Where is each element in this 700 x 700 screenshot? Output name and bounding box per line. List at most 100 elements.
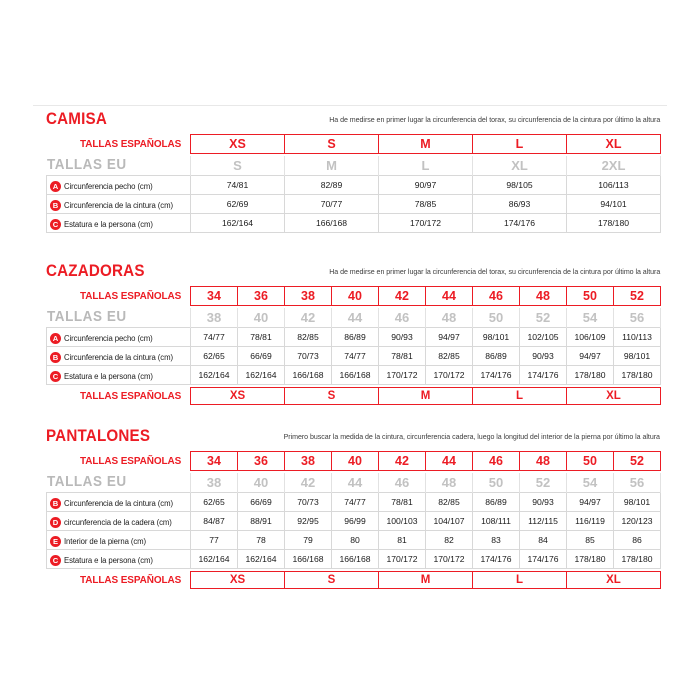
measurement-value-cell: 86/89 [331,327,379,347]
footer-size-cell: XL [566,387,661,405]
es-size-cell: M [378,134,473,154]
es-size-cell: S [284,134,379,154]
eu-size-cell: 54 [566,307,614,328]
measurement-value-cell: 82 [425,530,473,550]
es-size-cell: L [472,134,567,154]
footer-size-cell: XL [566,571,661,589]
measurement-label: B Circunferencia de la cintura (cm) [50,200,176,211]
measurement-value-cell: 162/164 [237,365,285,385]
measurement-value-cell: 84/87 [190,511,238,531]
es-size-cell: 48 [519,451,567,471]
table-row: E Interior de la pierna (cm) 77 78 79 80 81 82 8… [46,530,661,550]
es-size-cell: 34 [190,451,238,471]
measurement-value-cell: 62/69 [190,194,285,214]
measurement-value-cell: 66/69 [237,346,285,366]
measurement-value-cell: 94/101 [566,194,661,214]
table-row: B Circunferencia de la cintura (cm) 62/65 6… [46,346,661,366]
measurement-value-cell: 82/85 [425,492,473,512]
measurement-value-cell: 94/97 [566,492,614,512]
measurement-value-cell: 70/77 [284,194,379,214]
measurement-badge-icon: C [50,371,61,382]
table-row: C Estatura e la persona (cm) 162/164 162/16… [46,549,661,569]
table-title: CAZADORAS [46,262,145,280]
label-tallas-espanolas: TALLAS ESPAÑOLAS [50,286,187,306]
table-row: C Estatura e la persona (cm) 162/164 162/16… [46,365,661,385]
measurement-value-cell: 86/89 [472,492,520,512]
measurement-value-cell: 162/164 [190,549,238,569]
footer-size-cell: M [378,571,473,589]
es-size-cell: 42 [378,451,426,471]
es-size-cell: XL [566,134,661,154]
eu-size-cell: 56 [613,472,661,493]
measurement-value-cell: 62/65 [190,346,238,366]
measurement-value-cell: 94/97 [566,346,614,366]
label-tallas-espanolas: TALLAS ESPAÑOLAS [50,134,187,154]
row-tallas-eu: TALLAS EU 38 40 42 44 46 48 50 52 54 56 [46,472,661,493]
eu-size-cell: 38 [190,472,238,493]
measurement-label: B Circunferencia de la cintura (cm) [50,498,176,509]
eu-size-cell: 50 [472,307,520,328]
table-row: A Circunferencia pecho (cm) 74/77 78/81 82/8… [46,327,661,347]
measurement-label-cell: E Interior de la pierna (cm) [46,530,191,550]
eu-size-cell: XL [472,155,567,176]
measurement-value-cell: 104/107 [425,511,473,531]
table-header-cazadoras: CAZADORAS Ha de medirse en primer lugar l… [46,262,660,286]
measurement-label-cell: C Estatura e la persona (cm) [46,213,191,233]
measurement-value-cell: 90/93 [378,327,426,347]
row-tallas-espanolas-footer: TALLAS ESPAÑOLAS XS S M L XL [47,571,661,589]
measurement-value-cell: 162/164 [190,365,238,385]
measurement-badge-icon: E [50,536,61,547]
footer-size-cell: L [472,571,567,589]
es-size-cell: 36 [237,286,285,306]
measurement-value-cell: 174/176 [472,213,567,233]
es-size-cell: 42 [378,286,426,306]
measurement-value-cell: 98/105 [472,175,567,195]
es-size-cell: 46 [472,286,520,306]
measurement-value-cell: 106/109 [566,327,614,347]
measurement-value-cell: 102/105 [519,327,567,347]
eu-size-cell: 52 [519,472,567,493]
measurement-value-cell: 78/81 [378,346,426,366]
measurement-name: circunferencia de la cadera (cm) [64,518,172,527]
eu-size-cell: 38 [190,307,238,328]
measurement-value-cell: 100/103 [378,511,426,531]
measurement-badge-icon: B [50,352,61,363]
table-title: CAMISA [46,110,107,128]
measurement-badge-icon: B [50,498,61,509]
measurement-value-cell: 79 [284,530,332,550]
measurement-value-cell: 78/81 [378,492,426,512]
eu-size-cell: L [378,155,473,176]
eu-size-cell: 44 [331,307,379,328]
measurement-value-cell: 108/111 [472,511,520,531]
size-table-camisa: TALLAS ESPAÑOLAS XS S M L XL TALLAS EU S M L XL 2XL… [46,134,661,233]
size-table-block-pantalones: PANTALONES Primero buscar la medida de la… [46,427,661,589]
label-tallas-espanolas-footer: TALLAS ESPAÑOLAS [50,387,187,405]
eu-size-cell: 42 [284,472,332,493]
row-tallas-espanolas-footer: TALLAS ESPAÑOLAS XS S M L XL [47,387,661,405]
measurement-value-cell: 84 [519,530,567,550]
measurement-value-cell: 166/168 [284,549,332,569]
footer-size-cell: S [284,571,379,589]
row-tallas-eu: TALLAS EU 38 40 42 44 46 48 50 52 54 56 [46,307,661,328]
measurement-value-cell: 178/180 [566,365,614,385]
es-size-cell: 38 [284,451,332,471]
measurement-value-cell: 80 [331,530,379,550]
es-size-cell: 52 [613,451,661,471]
measurement-badge-icon: A [50,181,61,192]
label-tallas-espanolas: TALLAS ESPAÑOLAS [50,451,187,471]
measurement-label-cell: B Circunferencia de la cintura (cm) [46,346,191,366]
measurement-value-cell: 90/93 [519,346,567,366]
measurement-value-cell: 106/113 [566,175,661,195]
measurement-value-cell: 92/95 [284,511,332,531]
es-size-cell: 48 [519,286,567,306]
measurement-value-cell: 78/81 [237,327,285,347]
measurement-value-cell: 74/77 [331,492,379,512]
measurement-value-cell: 70/73 [284,492,332,512]
eu-size-cell: 50 [472,472,520,493]
measurement-value-cell: 174/176 [519,365,567,385]
es-size-cell: 52 [613,286,661,306]
measurement-label: C Estatura e la persona (cm) [50,371,156,382]
es-size-cell: 46 [472,451,520,471]
measurement-value-cell: 86/89 [472,346,520,366]
